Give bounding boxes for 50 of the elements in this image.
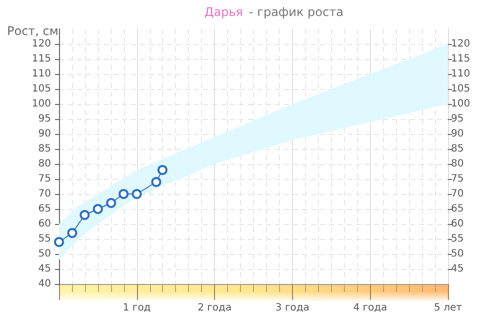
point xyxy=(132,189,142,199)
y2-tick-label: 60 xyxy=(451,218,464,230)
x-tick-label: 4 года xyxy=(353,302,388,314)
y-tick-label: 110 xyxy=(32,68,51,80)
x-tick-label: 1 год xyxy=(122,302,151,314)
point xyxy=(118,189,129,199)
y2-tick-label: 110 xyxy=(451,68,470,80)
y-tick-label: 60 xyxy=(38,218,51,230)
chart-subtitle: - график роста xyxy=(249,5,344,19)
y2-tick-label: 90 xyxy=(451,128,464,140)
y-tick-label: 115 xyxy=(32,54,51,64)
y-tick-label: 50 xyxy=(38,248,51,260)
y2-tick-label: 80 xyxy=(451,158,464,170)
y-axis-title: Рост, см xyxy=(7,24,58,38)
y-tick-label: 100 xyxy=(32,98,51,110)
y-tick-label: 95 xyxy=(38,114,51,124)
y-tick-label: 70 xyxy=(38,188,51,200)
y-tick-label: 105 xyxy=(32,84,51,94)
y-tick-label: 90 xyxy=(38,128,51,140)
y2-tick-label: 75 xyxy=(451,174,464,184)
y-tick-label: 75 xyxy=(38,174,51,184)
y2-tick-label: 100 xyxy=(451,98,470,110)
y2-tick-label: 50 xyxy=(451,248,464,260)
y-tick-label: 120 xyxy=(32,38,51,50)
y-tick-label: 40 xyxy=(38,278,51,290)
y2-tick-label: 65 xyxy=(451,204,464,214)
point xyxy=(92,204,103,214)
y2-tick-label: 85 xyxy=(451,144,464,154)
y2-tick-label: 95 xyxy=(451,114,464,124)
y2-tick-label: 45 xyxy=(451,264,464,274)
y2-tick-label: 70 xyxy=(451,188,464,200)
y-tick-label: 55 xyxy=(38,234,51,244)
y-tick-label: 85 xyxy=(38,144,51,154)
y-tick-label: 45 xyxy=(38,264,51,274)
y-tick-label: 65 xyxy=(38,204,51,214)
point xyxy=(67,228,78,238)
chart-title: Дарья xyxy=(204,5,243,19)
y2-tick-label: 55 xyxy=(451,234,464,244)
x-tick-label: 2 года xyxy=(198,302,232,314)
y2-tick-label: 115 xyxy=(451,54,470,64)
point xyxy=(151,177,162,187)
point xyxy=(157,165,168,175)
y2-tick-label: 120 xyxy=(451,38,470,50)
point xyxy=(54,237,64,247)
y2-tick-label: 105 xyxy=(451,84,470,94)
point xyxy=(80,210,90,220)
x-tick-label: 3 года xyxy=(275,302,310,314)
point xyxy=(106,198,116,208)
x-tick-label: 5 лет xyxy=(434,302,462,314)
y-tick-label: 80 xyxy=(38,158,51,170)
